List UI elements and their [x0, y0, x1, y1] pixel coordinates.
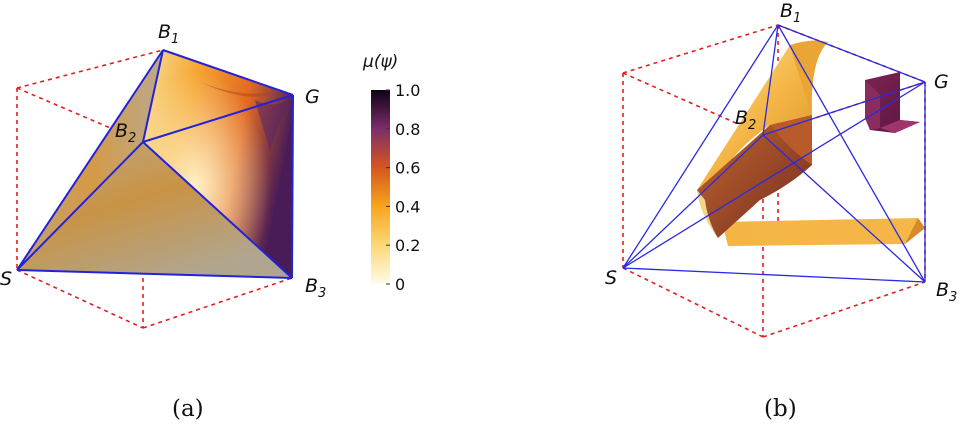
vertex-label-b2-b: B2: [735, 107, 756, 133]
caption-b: (b): [764, 396, 797, 422]
panel-b: B1 G B2 S B3 (b): [605, 0, 957, 422]
colorbar-tick-label: 1.0: [395, 81, 420, 100]
vertex-label-s-b: S: [605, 267, 617, 289]
panel-a: B1 G B2 S B3 (a): [0, 21, 326, 422]
simplex-edges-a: [16, 49, 294, 279]
vertex-label-b2-a: B2: [115, 120, 136, 146]
caption-a: (a): [172, 396, 204, 422]
vertex-label-g-a: G: [305, 86, 320, 108]
colorbar-title: μ(ψ): [362, 52, 398, 72]
colorbar-tick-label: 0: [395, 275, 405, 294]
colorbar: μ(ψ) 1.0 0.8 0.6 0.4 0.2 0: [362, 52, 420, 294]
colorbar-tick-label: 0.6: [395, 159, 420, 178]
vertex-label-b1-b: B1: [780, 0, 801, 26]
colorbar-tick-label: 0.8: [395, 120, 420, 139]
colorbar-gradient: [371, 90, 390, 284]
simplex-edges-b: [622, 24, 926, 283]
colorbar-tick-label: 0.2: [395, 236, 420, 255]
vertex-label-s-a: S: [0, 268, 12, 290]
vertex-label-b1-a: B1: [158, 21, 179, 47]
vertex-label-g-b: G: [934, 71, 949, 93]
surfaces-b: [697, 40, 925, 246]
colorbar-tick-label: 0.4: [395, 197, 420, 216]
vertex-label-b3-a: B3: [305, 275, 326, 301]
vertex-label-b3-b: B3: [936, 279, 957, 305]
